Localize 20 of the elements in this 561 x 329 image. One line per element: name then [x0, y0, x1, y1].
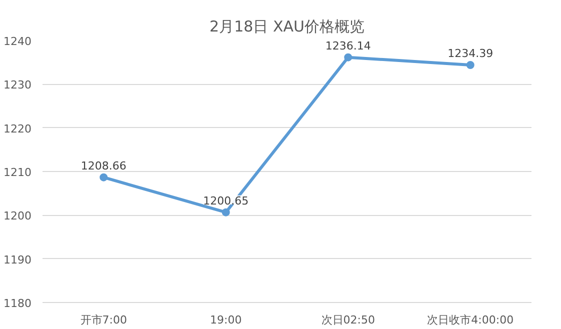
data-label: 1208.66	[80, 159, 126, 172]
chart-title: 2月18日 XAU价格概览	[210, 18, 364, 36]
y-tick-label: 1180	[4, 297, 32, 310]
point	[100, 173, 108, 182]
point	[344, 53, 352, 62]
point	[466, 61, 474, 69]
x-tick-label: 次日02:50	[321, 314, 375, 326]
y-tick-label: 1220	[4, 122, 32, 136]
y-tick-label: 1210	[4, 166, 32, 179]
x-tick-label: 19:00	[210, 314, 242, 326]
y-tick-label: 1240	[4, 35, 32, 48]
y-tick-label: 1230	[4, 78, 32, 92]
x-tick-label: 次日收市4:00:00	[427, 314, 514, 326]
data-label: 1236.14	[325, 39, 371, 52]
y-tick-label: 1190	[4, 253, 32, 266]
x-tick-label: 开市7:00	[80, 314, 127, 326]
y-tick-label: 1200	[4, 210, 32, 223]
data-label: 1234.39	[448, 46, 494, 60]
point	[222, 208, 230, 216]
data-label: 1200.65	[203, 194, 249, 208]
